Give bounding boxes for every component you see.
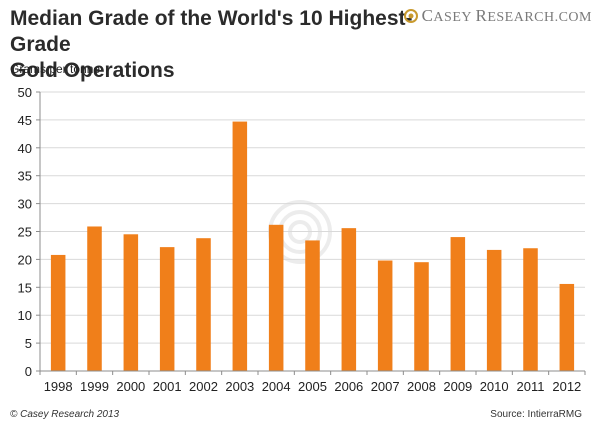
- x-tick-label: 2009: [443, 379, 472, 394]
- logo-text: CASEY RESEARCH.COM: [421, 6, 592, 25]
- x-tick-label: 2004: [262, 379, 291, 394]
- bar-2008: [414, 262, 429, 371]
- chart-title: Median Grade of the World's 10 Highest-G…: [10, 6, 450, 84]
- x-tick-label: 1999: [80, 379, 109, 394]
- y-tick-label: 10: [18, 308, 32, 323]
- x-tick-label: 2001: [153, 379, 182, 394]
- x-tick-label: 2003: [225, 379, 254, 394]
- x-tick-label: 2010: [480, 379, 509, 394]
- y-tick-label: 5: [25, 336, 32, 351]
- y-tick-label: 45: [18, 113, 32, 128]
- bar-1999: [87, 226, 102, 371]
- y-tick-label: 50: [18, 85, 32, 100]
- y-axis-label: Grams per tonne: [10, 62, 101, 76]
- bar-2007: [377, 260, 393, 371]
- x-tick-label: 1998: [44, 379, 73, 394]
- bar-2009: [450, 237, 466, 371]
- y-tick-label: 25: [18, 225, 32, 240]
- bar-2002: [196, 238, 211, 371]
- bar-2006: [341, 228, 357, 371]
- bar-2003: [232, 121, 248, 371]
- copyright-text: © Casey Research 2013: [10, 409, 120, 420]
- x-tick-label: 2002: [189, 379, 218, 394]
- y-tick-label: 40: [18, 141, 32, 156]
- x-tick-label: 2012: [552, 379, 581, 394]
- bar-1998: [50, 254, 66, 371]
- bar-2001: [159, 247, 175, 371]
- bar-2010: [486, 249, 502, 371]
- y-tick-label: 15: [18, 280, 32, 295]
- y-tick-label: 35: [18, 169, 32, 184]
- x-tick-label: 2008: [407, 379, 436, 394]
- x-tick-label: 2007: [371, 379, 400, 394]
- y-tick-label: 0: [25, 364, 32, 379]
- casey-research-logo: CASEY RESEARCH.COM: [403, 6, 592, 26]
- x-tick-label: 2011: [517, 379, 545, 394]
- x-tick-label: 2000: [116, 379, 145, 394]
- gold-coin-icon: [403, 9, 418, 23]
- bar-2012: [559, 283, 575, 371]
- bar-2005: [305, 240, 320, 371]
- chart-title-line2: Gold Operations: [10, 59, 175, 82]
- bar-2004: [268, 224, 284, 371]
- source-text: Source: IntierraRMG: [490, 409, 582, 420]
- y-tick-label: 30: [18, 197, 32, 212]
- x-tick-label: 2005: [298, 379, 327, 394]
- bar-2011: [523, 248, 538, 371]
- bar-2000: [123, 234, 139, 371]
- y-tick-label: 20: [18, 252, 32, 267]
- x-tick-label: 2006: [334, 379, 363, 394]
- chart-title-line1: Median Grade of the World's 10 Highest-G…: [10, 7, 413, 56]
